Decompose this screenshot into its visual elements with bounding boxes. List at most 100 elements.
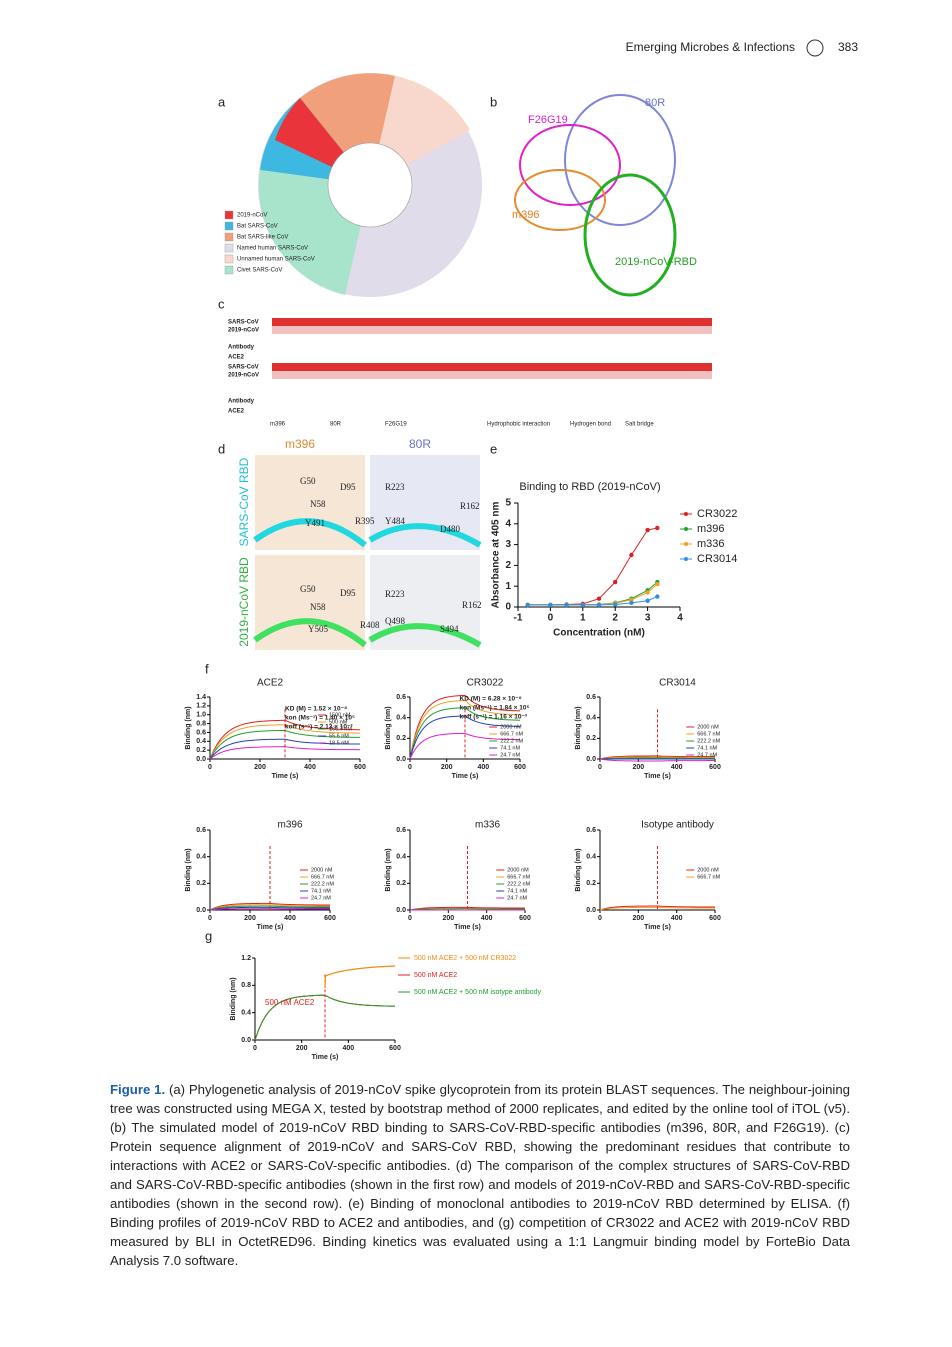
residue-label: R223 (385, 589, 405, 599)
residue-label: S494 (440, 624, 459, 634)
y-tick-label: 0.6 (196, 729, 206, 736)
point (655, 525, 660, 531)
legend-label: 74.1 nM (311, 888, 331, 894)
residue-label: R408 (360, 620, 380, 630)
y-tick-label: 0.6 (586, 694, 596, 701)
x-tick-label: 200 (441, 764, 453, 771)
legend-label: 18.5 nM (329, 740, 349, 746)
x-tick-label: 200 (254, 764, 266, 771)
x-tick-label: 0 (408, 915, 412, 922)
structure-80r (564, 94, 676, 226)
row-label: SARS-CoV (228, 365, 259, 371)
legend-label: 2000 nM (697, 867, 719, 873)
sensorgram (209, 729, 361, 760)
point (629, 600, 634, 606)
x-tick-label: 0 (208, 915, 212, 922)
y-tick-label: 5 (505, 498, 511, 509)
sensorgram (409, 699, 521, 760)
legend-label: Bat SARS-CoV (237, 224, 278, 230)
plot-title: CR3022 (467, 678, 504, 689)
legend-marker (684, 527, 688, 531)
y-tick-label: 2 (505, 560, 511, 571)
legend-swatch (224, 232, 234, 242)
x-axis-label: Time (s) (454, 924, 481, 931)
legend-swatch (224, 254, 234, 264)
x-tick-label: 2 (612, 613, 618, 624)
point (655, 581, 660, 587)
y-tick-label: 4 (505, 518, 511, 529)
x-axis-label: Time (s) (272, 773, 299, 780)
legend-marker (684, 512, 688, 516)
y-tick-label: 0.0 (196, 756, 206, 763)
journal: Emerging Microbes & Infections (626, 40, 795, 54)
alignment-row (272, 326, 712, 334)
y-tick-label: 1.4 (196, 694, 206, 701)
legend-label: Named human SARS-CoV (237, 246, 308, 252)
x-tick-label: 4 (677, 613, 683, 624)
x-axis-label: Time (s) (644, 773, 671, 780)
annotation: 500 nM ACE2 (265, 998, 315, 1007)
legend-label: 166.7 nM (329, 726, 352, 732)
point (596, 596, 602, 601)
y-tick-label: 0.4 (586, 715, 596, 722)
key-label: Hydrophobic interaction (487, 422, 550, 428)
y-axis-label: Binding (nm) (575, 848, 582, 891)
x-tick-label: 0 (208, 764, 212, 771)
y-tick-label: 0.6 (196, 827, 206, 834)
y-tick-label: 0.2 (396, 880, 406, 887)
y-tick-label: 0.0 (196, 907, 206, 914)
legend-label: 666.7 nM (697, 731, 720, 737)
kinetics: koff (s⁻¹) = 1.16 × 10⁻³ (460, 714, 528, 721)
key-label: m396 (270, 422, 286, 428)
sensorgram (409, 694, 521, 760)
curve (527, 581, 658, 606)
panel-label: c (218, 296, 225, 311)
panel-label: a (218, 94, 226, 109)
y-tick-label: 0.4 (586, 854, 596, 861)
residue-label: D480 (440, 524, 460, 534)
y-axis-label: Absorbance at 405 nm (491, 502, 502, 609)
legend-label: m336 (697, 538, 725, 550)
legend-label: 24.7 nM (500, 752, 520, 758)
caption-label: Figure 1. (110, 1082, 166, 1097)
legend-label: 500 nM ACE2 + 500 nM CR3022 (414, 955, 516, 962)
point (645, 598, 650, 603)
x-axis-label: Time (s) (312, 1054, 339, 1061)
x-tick-label: 400 (342, 1045, 354, 1052)
sensorgram (254, 994, 396, 1041)
curve (527, 527, 658, 606)
chart-title: Binding to RBD (2019-nCoV) (519, 481, 660, 493)
alignment-row (272, 371, 712, 379)
legend-label: 24.7 nM (507, 895, 527, 901)
legend-label: 74.1 nM (500, 745, 520, 751)
legend-label: 2019-nCoV (237, 213, 267, 219)
structure-f26g19 (519, 124, 621, 206)
y-tick-label: 0.4 (196, 738, 206, 745)
x-tick-label: 1 (580, 613, 586, 624)
legend-label: 222.2 nM (311, 881, 334, 887)
x-tick-label: 200 (442, 915, 454, 922)
point (613, 579, 618, 585)
panel-label: d (218, 441, 225, 456)
legend-label: Unnamed human SARS-CoV (237, 257, 315, 263)
residue-label: D95 (340, 482, 356, 492)
legend-label: 666.7 nM (507, 874, 530, 880)
legend-label: 666.7 nM (311, 874, 334, 880)
sensorgram (409, 715, 521, 760)
chain (253, 618, 482, 648)
y-tick-label: 0.4 (241, 1010, 251, 1017)
x-axis-label: Time (s) (644, 924, 671, 931)
plot-title: ACE2 (257, 678, 284, 689)
panel-label: e (490, 441, 497, 456)
x-axis-label: Time (s) (257, 924, 284, 931)
row-label: ACE2 (228, 355, 245, 361)
x-tick-label: 0 (598, 915, 602, 922)
y-tick-label: 0.6 (396, 827, 406, 834)
kinetics: kon (Ms⁻¹) = 1.40 × 10⁵ (285, 715, 355, 722)
residue-label: R395 (355, 516, 375, 526)
sensorgram (599, 757, 716, 760)
legend-label: 2000 nM (697, 724, 719, 730)
y-axis-label: Binding (nm) (385, 706, 392, 749)
point (580, 602, 585, 608)
